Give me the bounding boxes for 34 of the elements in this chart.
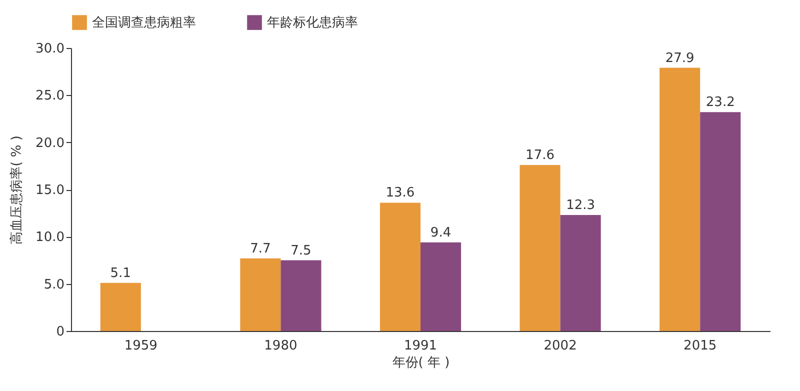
data-label: 12.3 [566, 198, 596, 213]
y-tick-label: 15.0 [36, 183, 64, 198]
x-tick-label: 2002 [544, 338, 577, 354]
y-tick-label: 10.0 [36, 230, 64, 246]
x-tick-label: 1980 [264, 338, 298, 354]
data-label: 7.5 [290, 243, 312, 258]
bar [520, 164, 560, 331]
x-tick-label: 1959 [124, 338, 158, 354]
y-tick-label: 0 [56, 324, 64, 340]
data-label: 9.4 [430, 225, 452, 240]
bar [560, 214, 601, 331]
bar [100, 282, 141, 331]
data-label: 7.7 [250, 241, 271, 256]
data-label: 23.2 [706, 95, 735, 110]
y-tick-label: 30.0 [36, 42, 64, 56]
legend-label: 年龄标化患病率 [267, 14, 358, 31]
y-tick-label: 25.0 [36, 88, 64, 104]
x-axis-title: 年份( 年 ) [392, 356, 450, 370]
bar [420, 242, 462, 331]
bar [240, 258, 281, 331]
bar [700, 112, 741, 331]
y-tick-label: 5.0 [44, 277, 64, 292]
data-label: 13.6 [386, 186, 415, 201]
y-tick-label: 20.0 [36, 136, 64, 151]
legend-label: 全国调查患病粗率 [92, 14, 196, 31]
x-tick-label: 1991 [404, 338, 438, 354]
data-label: 5.1 [110, 266, 131, 281]
bar [380, 202, 420, 331]
x-tick-label: 2015 [684, 338, 717, 354]
y-axis-title: 高血压患病率( % ) [8, 136, 25, 244]
bar [280, 260, 322, 331]
data-label: 17.6 [526, 148, 555, 163]
data-label: 27.9 [665, 50, 694, 66]
bar [660, 68, 700, 331]
